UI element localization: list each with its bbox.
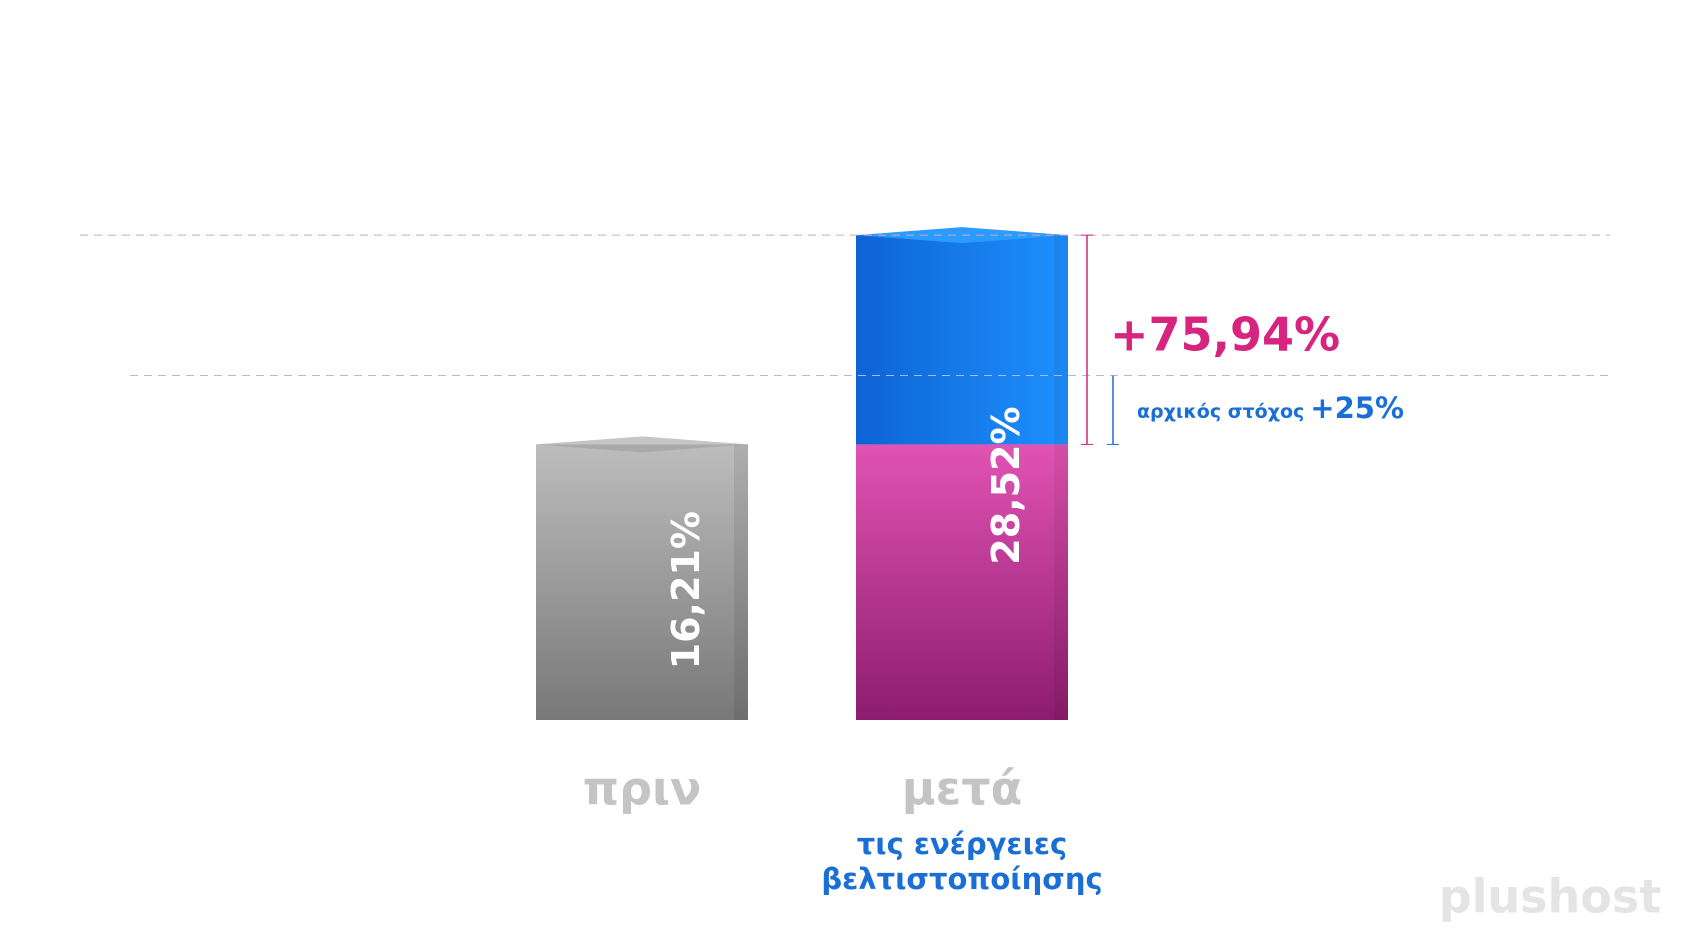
value-label: 28,52% <box>984 406 1028 564</box>
category-label: πριν <box>583 762 702 816</box>
increase-label: +75,94% <box>1110 307 1340 361</box>
category-note: τις ενέργειες <box>857 827 1067 861</box>
background-lines <box>120 75 1570 732</box>
bar <box>536 444 748 720</box>
bar-side <box>734 444 748 720</box>
goal-text: αρχικός στόχος <box>1137 400 1304 422</box>
value-label: 16,21% <box>664 511 708 669</box>
bar-base-segment <box>856 444 1068 720</box>
bar-top <box>536 436 748 453</box>
bar-side <box>1054 235 1068 720</box>
category-label: μετά <box>902 762 1022 816</box>
goal-label: +25% <box>1310 391 1404 425</box>
bar <box>856 235 1068 445</box>
category-note: βελτιστοποίησης <box>821 862 1102 896</box>
watermark: plushost <box>1439 870 1662 924</box>
